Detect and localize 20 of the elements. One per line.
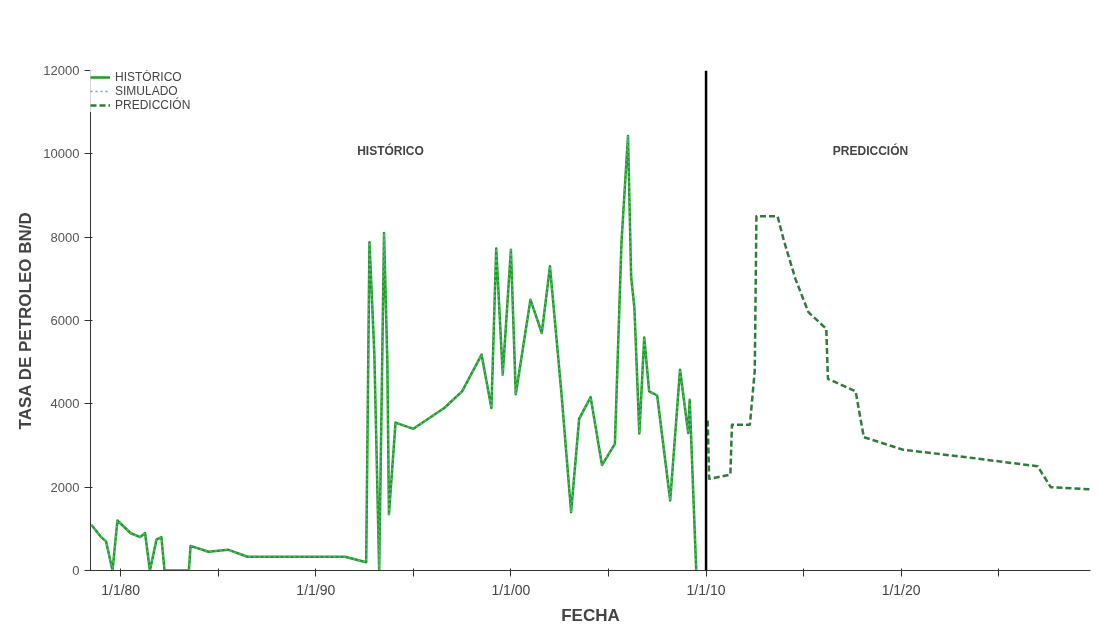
legend-label: HISTÓRICO [115,70,182,84]
y-tick-label: 2000 [50,479,80,495]
y-tick-label: 0 [72,563,80,578]
x-tick-label: 1/1/90 [296,581,336,598]
x-tick-label: 1/1/80 [101,581,141,598]
x-tick-label: 1/1/00 [491,581,531,598]
y-tick-label: 6000 [50,313,80,328]
x-axis-title: FECHA [561,605,620,625]
y-axis-title: TASA DE PETROLEO BN/D [16,212,36,430]
annotation: PREDICCIÓN [832,142,909,158]
annotation: HISTÓRICO [357,142,424,158]
y-tick-label: 10000 [43,146,80,162]
line-series [706,215,1091,491]
y-tick-label: 8000 [50,229,80,245]
y-tick-label: 12000 [43,63,80,78]
y-tick-label: 4000 [50,396,80,412]
legend-label: PREDICCIÓN [115,98,191,112]
legend-label: SIMULADO [115,84,178,98]
x-tick-label: 1/1/20 [881,581,921,598]
x-tick-label: 1/1/10 [686,581,726,598]
